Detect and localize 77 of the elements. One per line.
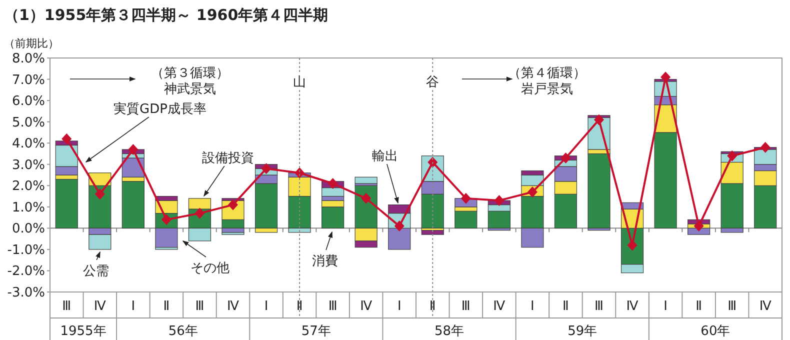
x-tick-label: Ⅰ <box>664 299 668 314</box>
series-label: 消費 <box>312 254 338 269</box>
x-tick-label: Ⅳ <box>626 299 638 314</box>
series-label: 公需 <box>83 264 109 279</box>
bar <box>454 210 478 228</box>
x-tick-label: Ⅲ <box>728 299 737 314</box>
text: 輸出 <box>372 149 398 164</box>
x-tick-label: Ⅲ <box>195 299 204 314</box>
text: 58年 <box>434 324 464 339</box>
bar <box>588 153 610 228</box>
x-tick-label: Ⅱ <box>562 299 569 314</box>
x-tick-label: Ⅰ <box>131 299 136 314</box>
text: 設備投資 <box>202 151 254 166</box>
annotation: 岩戸景気 <box>521 82 573 97</box>
point <box>328 178 338 190</box>
point <box>94 188 105 200</box>
point <box>560 152 571 164</box>
bar <box>222 232 244 235</box>
y-tick-label: 1.0% <box>12 200 45 216</box>
point <box>660 72 671 83</box>
point <box>460 192 471 204</box>
text: 56年 <box>168 324 198 339</box>
point <box>294 167 305 178</box>
x-tick-label: Ⅱ <box>429 299 436 314</box>
chart-title: （1）1955年第３四半期～ 1960年第４四半期 <box>4 6 328 24</box>
x-tick-label: Ⅲ <box>461 299 470 314</box>
text: 57年 <box>301 324 331 339</box>
text: 59年 <box>568 324 598 339</box>
y-tick-label: 7.0% <box>12 72 45 88</box>
point <box>727 150 738 162</box>
y-tick-label: 3.0% <box>12 158 45 173</box>
x-tick-label: Ⅱ <box>163 299 170 314</box>
y-axis-title: （前期比） <box>4 37 59 50</box>
x-tick-label: Ⅰ <box>530 299 534 314</box>
y-tick-label: -3.0% <box>7 286 45 300</box>
x-tick-label: Ⅲ <box>594 299 604 314</box>
y-tick-label: -1.0% <box>7 242 45 258</box>
annotation: 神武景気 <box>164 82 216 97</box>
x-tick-label: Ⅳ <box>759 299 772 314</box>
text: 実質GDP成長率 <box>114 101 206 117</box>
y-tick-label: 4.0% <box>12 136 45 152</box>
x-tick-label: Ⅳ <box>360 299 372 314</box>
x-tick-label: Ⅱ <box>696 299 702 314</box>
y-tick-label: -2.0% <box>7 264 45 280</box>
y-tick-label: 6.0% <box>12 94 45 110</box>
point <box>494 195 504 206</box>
point <box>261 163 272 174</box>
x-tick-label: Ⅳ <box>493 299 506 314</box>
x-tick-label: Ⅰ <box>264 299 268 314</box>
point <box>62 133 72 144</box>
text: 1955年 <box>60 324 106 339</box>
y-tick-label: 2.0% <box>12 179 45 194</box>
x-tick-label: Ⅲ <box>62 299 72 314</box>
x-tick-label: Ⅲ <box>328 299 338 314</box>
x-tick-label: Ⅳ <box>227 299 239 314</box>
bar <box>122 181 144 228</box>
bar <box>421 230 444 235</box>
point <box>361 192 372 204</box>
y-tick-label: 8.0% <box>12 52 45 66</box>
x-tick-label: Ⅳ <box>94 299 106 314</box>
point <box>428 156 438 168</box>
annotation: （第４循環） <box>508 66 586 81</box>
point <box>694 220 704 232</box>
text: 60年 <box>700 324 730 339</box>
point <box>760 142 770 153</box>
annotation: （第３循環） <box>151 66 229 81</box>
x-tick-label: Ⅰ <box>397 299 402 314</box>
y-tick-label: 5.0% <box>12 115 45 130</box>
x-tick-label: Ⅱ <box>296 299 303 314</box>
point <box>594 114 604 126</box>
point <box>128 144 138 155</box>
series-label: その他 <box>190 261 230 276</box>
annotation: 谷 <box>426 75 440 90</box>
bar <box>55 178 78 228</box>
bar <box>688 228 710 235</box>
bar <box>354 176 378 184</box>
y-tick-label: 0.0% <box>12 222 45 237</box>
